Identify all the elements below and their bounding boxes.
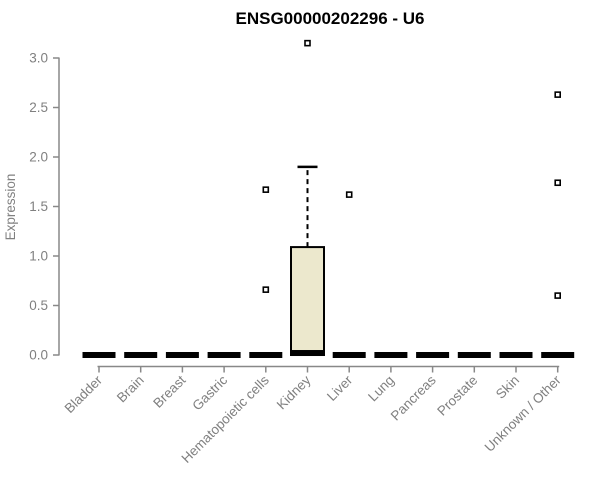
y-tick-label: 0.0 xyxy=(29,348,48,363)
median-gastric xyxy=(207,352,241,358)
median-pancreas xyxy=(416,352,450,358)
outlier-kidney xyxy=(304,39,311,47)
x-tick-label: Brain xyxy=(114,373,147,406)
x-tick-label: Prostate xyxy=(434,373,480,419)
median-kidney xyxy=(291,350,324,357)
y-tick-label: 1.5 xyxy=(29,199,48,214)
boxplot-series xyxy=(82,39,575,358)
x-tick-label: Skin xyxy=(493,373,522,402)
median-hematopoietic-cells xyxy=(249,352,283,358)
median-unknown-other xyxy=(541,352,575,358)
y-tick-label: 2.0 xyxy=(29,150,48,165)
median-skin xyxy=(499,352,533,358)
y-tick-label: 2.5 xyxy=(29,100,48,115)
chart-title: ENSG00000202296 - U6 xyxy=(235,9,424,28)
median-bladder xyxy=(82,352,116,358)
outlier-unknown-other xyxy=(554,179,562,187)
x-tick-label: Breast xyxy=(150,372,188,410)
x-tick-label: Bladder xyxy=(62,372,106,416)
x-tick-label: Lung xyxy=(365,373,397,405)
median-prostate xyxy=(457,352,491,358)
median-liver xyxy=(332,352,366,358)
outlier-unknown-other xyxy=(554,91,562,98)
x-tick-label: Gastric xyxy=(189,372,230,413)
median-breast xyxy=(165,352,199,358)
y-tick-label: 1.0 xyxy=(29,249,48,264)
outlier-liver xyxy=(345,191,353,198)
x-tick-label: Liver xyxy=(324,372,356,404)
y-tick-label: 3.0 xyxy=(29,51,48,66)
x-tick-label: Kidney xyxy=(274,372,314,412)
y-axis-label: Expression xyxy=(3,174,18,241)
y-axis: 0.0 0.5 1.0 1.5 2.0 2.5 3.0 xyxy=(29,51,60,363)
y-tick-label: 0.5 xyxy=(29,298,48,313)
median-lung xyxy=(374,352,408,358)
outlier-hematopoietic-cells xyxy=(262,186,270,193)
x-tick-label: Unknown / Other xyxy=(482,372,565,455)
outlier-hematopoietic-cells xyxy=(262,286,270,293)
median-brain xyxy=(124,352,158,358)
x-tick-label: Pancreas xyxy=(388,372,439,423)
box-kidney xyxy=(290,246,325,356)
outlier-unknown-other xyxy=(554,292,562,299)
